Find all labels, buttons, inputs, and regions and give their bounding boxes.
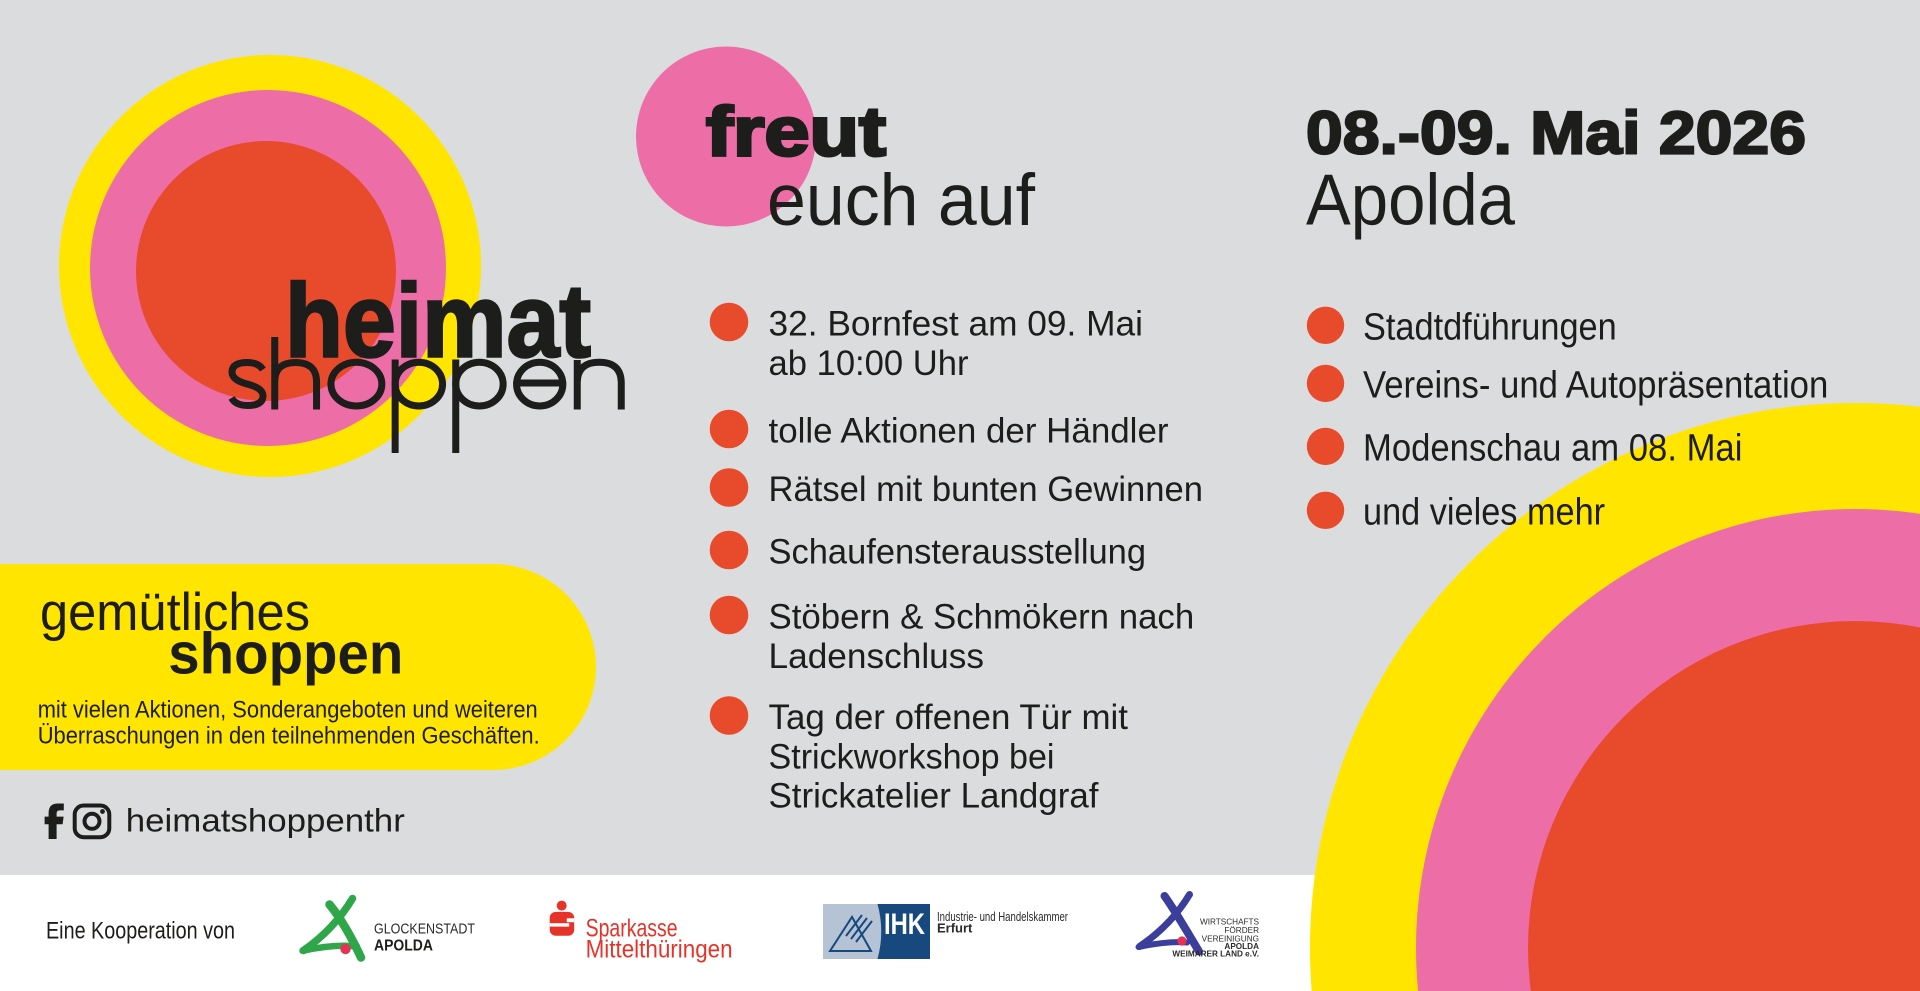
svg-text:euch auf: euch auf [767, 160, 1036, 241]
svg-text:Stöbern & Schmökern nach: Stöbern & Schmökern nach [769, 597, 1195, 636]
svg-text:gemütliches: gemütliches [40, 583, 310, 642]
svg-text:FÖRDER: FÖRDER [1224, 925, 1259, 935]
svg-text:32. Bornfest am 09. Mai: 32. Bornfest am 09. Mai [769, 304, 1144, 343]
svg-text:Rätsel mit bunten Gewinnen: Rätsel mit bunten Gewinnen [769, 470, 1204, 509]
svg-text:APOLDA: APOLDA [374, 938, 433, 955]
svg-text:08.-09. Mai 2026: 08.-09. Mai 2026 [1306, 100, 1806, 167]
svg-text:Tag der offenen Tür mit: Tag der offenen Tür mit [769, 698, 1129, 737]
svg-text:Industrie- und Handelskammer: Industrie- und Handelskammer [937, 909, 1068, 924]
svg-text:VEREINIGUNG: VEREINIGUNG [1202, 934, 1259, 943]
svg-text:ab 10:00 Uhr: ab 10:00 Uhr [769, 344, 969, 383]
svg-text:Strickworkshop bei: Strickworkshop bei [769, 737, 1055, 776]
svg-text:shoppen: shoppen [168, 621, 403, 686]
svg-text:Apolda: Apolda [1306, 161, 1516, 241]
svg-text:Schaufensterausstellung: Schaufensterausstellung [769, 532, 1147, 571]
svg-text:APOLDA: APOLDA [1224, 942, 1259, 951]
svg-text:Modenschau am 08. Mai: Modenschau am 08. Mai [1363, 427, 1742, 469]
svg-text:WIRTSCHAFTS: WIRTSCHAFTS [1200, 918, 1260, 927]
svg-text:WEIMARER LAND e.V.: WEIMARER LAND e.V. [1172, 949, 1259, 958]
svg-text:heimat: heimat [285, 263, 591, 379]
svg-text:Eine Kooperation von: Eine Kooperation von [46, 918, 235, 945]
svg-text:Strickatelier Landgraf: Strickatelier Landgraf [769, 777, 1099, 816]
svg-text:Vereins- und Autopräsentation: Vereins- und Autopräsentation [1363, 364, 1828, 406]
svg-text:Mittelthüringen: Mittelthüringen [586, 936, 733, 964]
svg-text:mit vielen Aktionen, Sonderang: mit vielen Aktionen, Sonderangeboten und… [38, 696, 538, 723]
svg-text:Überraschungen in den teilnehm: Überraschungen in den teilnehmenden Gesc… [38, 722, 540, 749]
svg-text:Erfurt: Erfurt [937, 920, 973, 935]
svg-text:Stadtdführungen: Stadtdführungen [1363, 306, 1617, 348]
svg-text:und vieles mehr: und vieles mehr [1363, 491, 1605, 533]
svg-text:GLOCKENSTADT: GLOCKENSTADT [374, 922, 475, 938]
svg-text:heimatshoppenthr: heimatshoppenthr [126, 803, 405, 839]
svg-text:Sparkasse: Sparkasse [586, 914, 678, 942]
svg-text:tolle Aktionen der Händler: tolle Aktionen der Händler [769, 411, 1169, 450]
svg-text:IHK: IHK [884, 908, 925, 941]
svg-text:Ladenschluss: Ladenschluss [769, 637, 985, 676]
svg-text:freut: freut [706, 93, 886, 171]
